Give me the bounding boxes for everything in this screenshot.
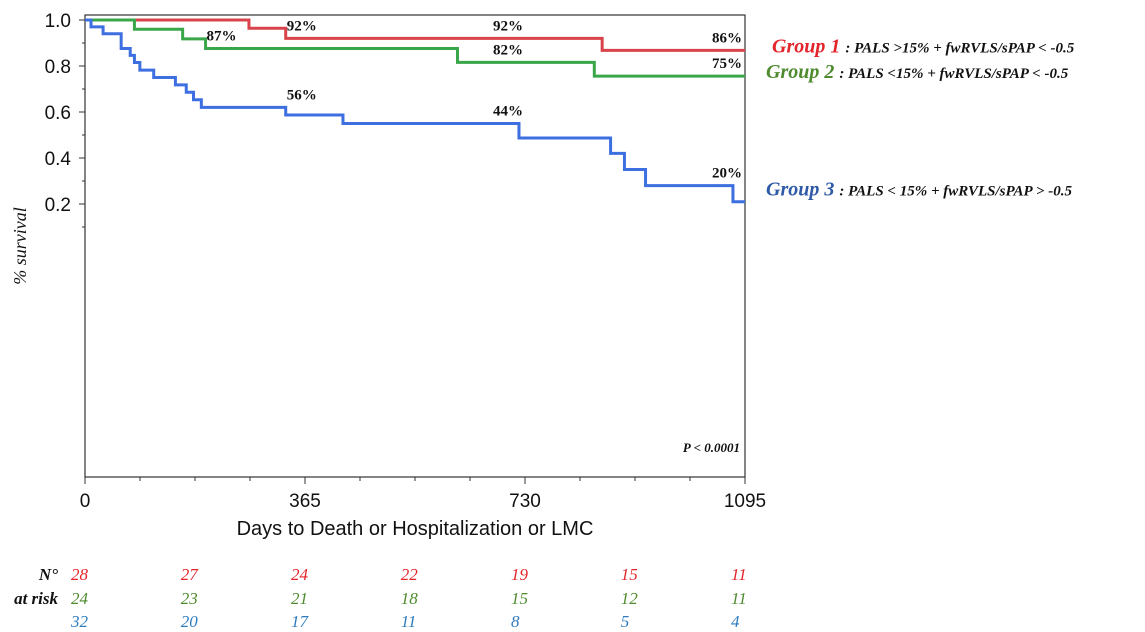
risk-count-group-2: 15	[511, 589, 528, 608]
risk-count-group-2: 11	[731, 589, 747, 608]
risk-count-group-1: 27	[181, 565, 200, 584]
y-axis-label: % survival	[10, 207, 30, 284]
x-tick-label: 0	[80, 491, 91, 512]
risk-count-group-3: 4	[731, 612, 740, 631]
survival-label-group-2: 82%	[493, 42, 523, 58]
group-legend: Group 1 : PALS >15% + fwRVLS/sPAP < -0.5…	[766, 35, 1075, 200]
survival-label-group-3: 44%	[493, 104, 523, 120]
legend-group-2: Group 2 : PALS <15% + fwRVLS/sPAP < -0.5	[766, 61, 1069, 83]
legend-group-description: : PALS < 15% + fwRVLS/sPAP > -0.5	[839, 183, 1072, 199]
x-tick-label: 730	[509, 491, 541, 512]
risk-count-group-3: 20	[181, 612, 199, 631]
risk-count-group-2: 23	[181, 589, 198, 608]
risk-count-group-1: 11	[731, 565, 747, 584]
x-axis: 0 365 730 1095	[80, 477, 766, 512]
y-tick-label: 0.6	[45, 103, 71, 124]
risk-count-group-1: 24	[291, 565, 309, 584]
survival-curves	[85, 18, 745, 204]
survival-label-group-1: 92%	[493, 18, 523, 34]
legend-group-description: : PALS <15% + fwRVLS/sPAP < -0.5	[839, 66, 1068, 82]
survival-label-group-1: 92%	[287, 18, 317, 34]
y-tick-label: 1.0	[45, 11, 71, 32]
risk-count-group-2: 12	[621, 589, 639, 608]
y-tick-label: 0.2	[45, 195, 71, 216]
survival-label-group-1: 86%	[712, 30, 742, 46]
survival-label-group-3: 20%	[712, 166, 742, 182]
legend-group-name: Group 3	[766, 178, 839, 200]
legend-group-name: Group 1	[772, 35, 845, 57]
risk-count-group-3: 11	[401, 612, 417, 631]
risk-header-at-risk: at risk	[14, 589, 58, 608]
survival-label-group-2: 75%	[712, 56, 742, 72]
survival-curve-group-2	[85, 18, 745, 78]
legend-group-3: Group 3 : PALS < 15% + fwRVLS/sPAP > -0.…	[766, 178, 1072, 200]
risk-count-group-3: 32	[70, 612, 89, 631]
risk-count-group-1: 19	[511, 565, 529, 584]
legend-group-1: Group 1 : PALS >15% + fwRVLS/sPAP < -0.5	[772, 35, 1075, 57]
risk-header-n: N°	[38, 565, 58, 584]
risk-count-group-1: 22	[401, 565, 419, 584]
survival-curve-group-1	[85, 18, 745, 52]
risk-count-group-3: 17	[291, 612, 310, 631]
survival-label-group-3: 56%	[287, 87, 317, 103]
survival-label-group-2: 87%	[207, 29, 237, 45]
risk-table: 28 27 24 22 19 15 11 24 23 21 18 15 12 11 32 20 17 11 8 5 4	[70, 565, 747, 631]
x-tick-label: 1095	[724, 491, 766, 512]
risk-count-group-2: 24	[71, 589, 89, 608]
survival-curve-group-3	[85, 18, 745, 204]
risk-count-group-3: 5	[621, 612, 630, 631]
x-tick-label: 365	[289, 491, 321, 512]
risk-count-group-2: 18	[401, 589, 419, 608]
risk-count-group-2: 21	[291, 589, 308, 608]
legend-group-name: Group 2	[766, 61, 839, 83]
y-tick-label: 0.4	[45, 149, 72, 170]
risk-count-group-3: 8	[511, 612, 520, 631]
y-axis: 0.2 0.4 0.6 0.8 1.0	[45, 11, 85, 228]
percent-annotations: 92% 92% 86% 87% 82% 75% 56% 44% 20%	[207, 18, 742, 181]
x-axis-label: Days to Death or Hospitalization or LMC	[237, 518, 594, 540]
y-tick-label: 0.8	[45, 57, 71, 78]
risk-count-group-1: 28	[71, 565, 89, 584]
risk-count-group-1: 15	[621, 565, 638, 584]
legend-group-description: : PALS >15% + fwRVLS/sPAP < -0.5	[845, 40, 1074, 56]
p-value-label: P < 0.0001	[683, 440, 740, 455]
